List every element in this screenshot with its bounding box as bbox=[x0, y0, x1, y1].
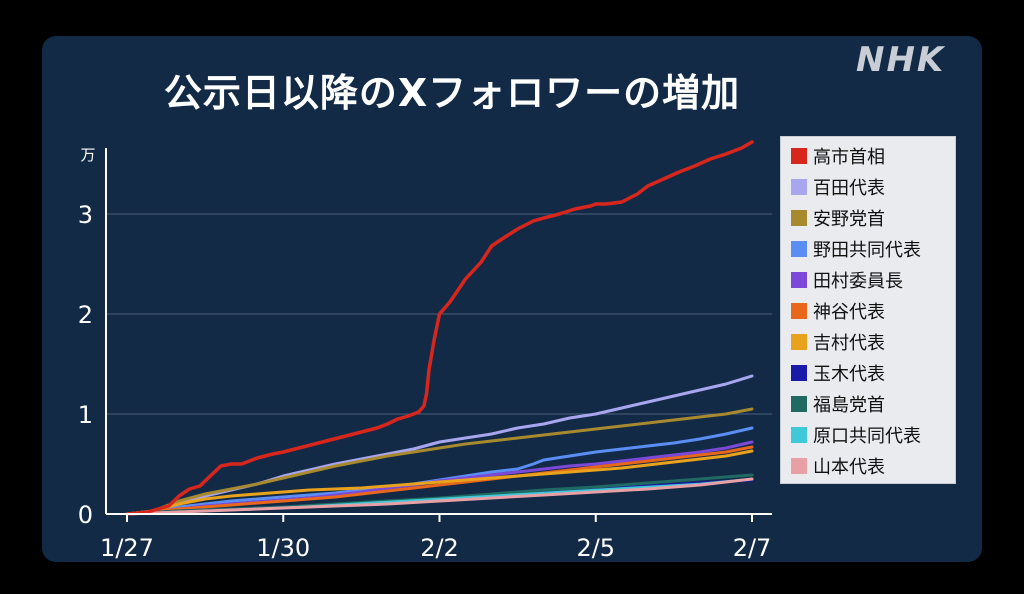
legend-item: 百田代表 bbox=[791, 171, 955, 202]
legend-item: 福島党首 bbox=[791, 388, 955, 419]
legend-swatch bbox=[791, 395, 807, 412]
chart-title: 公示日以降のXフォロワーの増加 bbox=[163, 71, 741, 115]
legend-item: 吉村代表 bbox=[791, 326, 955, 357]
y-tick-label: 3 bbox=[78, 201, 93, 229]
y-unit-label: 万 bbox=[80, 146, 95, 164]
legend-label: 高市首相 bbox=[813, 146, 885, 168]
legend-label: 吉村代表 bbox=[813, 332, 885, 354]
x-tick-label: 1/30 bbox=[256, 534, 310, 562]
legend-swatch bbox=[791, 209, 807, 226]
legend-item: 玉木代表 bbox=[791, 357, 955, 388]
legend-swatch bbox=[791, 333, 807, 350]
series-line-3 bbox=[125, 407, 754, 516]
legend-label: 神谷代表 bbox=[813, 301, 885, 323]
nhk-logo: NHK bbox=[856, 40, 946, 80]
legend-item: 神谷代表 bbox=[791, 295, 955, 326]
legend-swatch bbox=[791, 302, 807, 319]
legend-swatch bbox=[791, 271, 807, 288]
legend-swatch bbox=[791, 240, 807, 257]
legend-swatch bbox=[791, 364, 807, 381]
legend-swatch bbox=[791, 178, 807, 195]
series-line-7 bbox=[125, 449, 754, 516]
legend-label: 山本代表 bbox=[813, 456, 885, 478]
legend-item: 野田共同代表 bbox=[791, 233, 955, 264]
legend-swatch bbox=[791, 426, 807, 443]
legend-label: 百田代表 bbox=[813, 177, 885, 199]
legend-label: 原口共同代表 bbox=[813, 425, 921, 447]
series-line-11 bbox=[125, 477, 754, 516]
series-line-1 bbox=[125, 140, 754, 516]
legend-item: 高市首相 bbox=[791, 140, 955, 171]
y-tick-label: 0 bbox=[78, 501, 93, 529]
legend-label: 田村委員長 bbox=[813, 270, 903, 292]
axes bbox=[105, 148, 772, 522]
legend-item: 安野党首 bbox=[791, 202, 955, 233]
series-line-6 bbox=[125, 445, 754, 516]
legend-label: 野田共同代表 bbox=[813, 239, 921, 261]
legend-item: 山本代表 bbox=[791, 450, 955, 481]
legend-label: 安野党首 bbox=[813, 208, 885, 230]
series-lines bbox=[125, 140, 754, 516]
x-tick-label: 2/5 bbox=[576, 534, 615, 562]
y-tick-label: 1 bbox=[78, 401, 93, 429]
legend-item: 田村委員長 bbox=[791, 264, 955, 295]
legend-label: 福島党首 bbox=[813, 394, 885, 416]
legend-swatch bbox=[791, 457, 807, 474]
x-tick-label: 1/27 bbox=[100, 534, 154, 562]
tick-labels: 0 1 2 3 万 1/27 1/30 2/2 2/5 2/7 bbox=[78, 146, 772, 562]
legend-swatch bbox=[791, 147, 807, 164]
legend: 高市首相百田代表安野党首野田共同代表 田村委員長神谷代表吉村代表玉木代表福島党首原… bbox=[780, 136, 956, 484]
legend-item: 原口共同代表 bbox=[791, 419, 955, 450]
legend-label: 玉木代表 bbox=[813, 363, 885, 385]
x-tick-label: 2/2 bbox=[420, 534, 459, 562]
y-tick-label: 2 bbox=[78, 301, 93, 329]
x-tick-label: 2/7 bbox=[733, 534, 772, 562]
